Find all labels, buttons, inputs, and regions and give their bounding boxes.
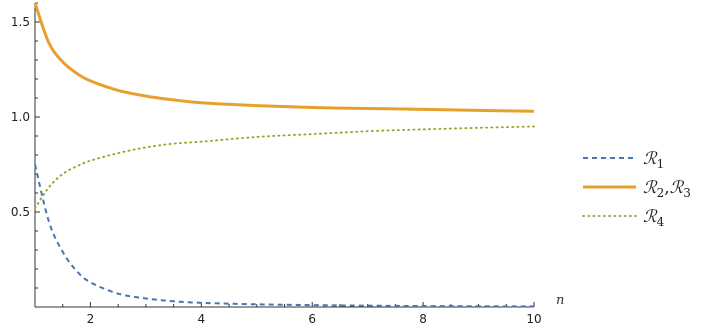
legend-letter: ℛ [670, 178, 685, 198]
legend-label: ℛ2,ℛ3 [643, 178, 691, 200]
series-line-r2-r3 [33, 2, 535, 113]
y-tick-label: 1.5 [11, 15, 30, 29]
legend-label: ℛ4 [643, 207, 665, 229]
legend-subscript: 1 [657, 157, 665, 171]
legend-label: ℛ1 [643, 149, 664, 171]
x-tick-label: 4 [198, 312, 206, 326]
legend-letter: ℛ [643, 178, 658, 198]
x-tick-label: 6 [308, 312, 316, 326]
ticks: 2 4 6 8 10 0.5 1.0 1.5 [11, 2, 542, 326]
legend-separator: , [664, 178, 669, 198]
x-tick-label: 2 [87, 312, 95, 326]
legend-subscript: 3 [683, 186, 691, 200]
series-layer [33, 2, 535, 308]
legend-letter: ℛ [643, 149, 658, 169]
series-line-r1 [34, 164, 535, 308]
legend-subscript: 2 [657, 186, 665, 200]
y-tick-label: 0.5 [11, 205, 30, 219]
legend-letter: ℛ [643, 207, 658, 227]
legend-subscript: 4 [657, 215, 665, 229]
x-tick-label: 8 [419, 312, 427, 326]
y-tick-label: 1.0 [11, 110, 30, 124]
x-tick-label: 10 [526, 312, 541, 326]
series-line-r4 [34, 125, 535, 210]
x-axis-label: n [556, 293, 564, 308]
